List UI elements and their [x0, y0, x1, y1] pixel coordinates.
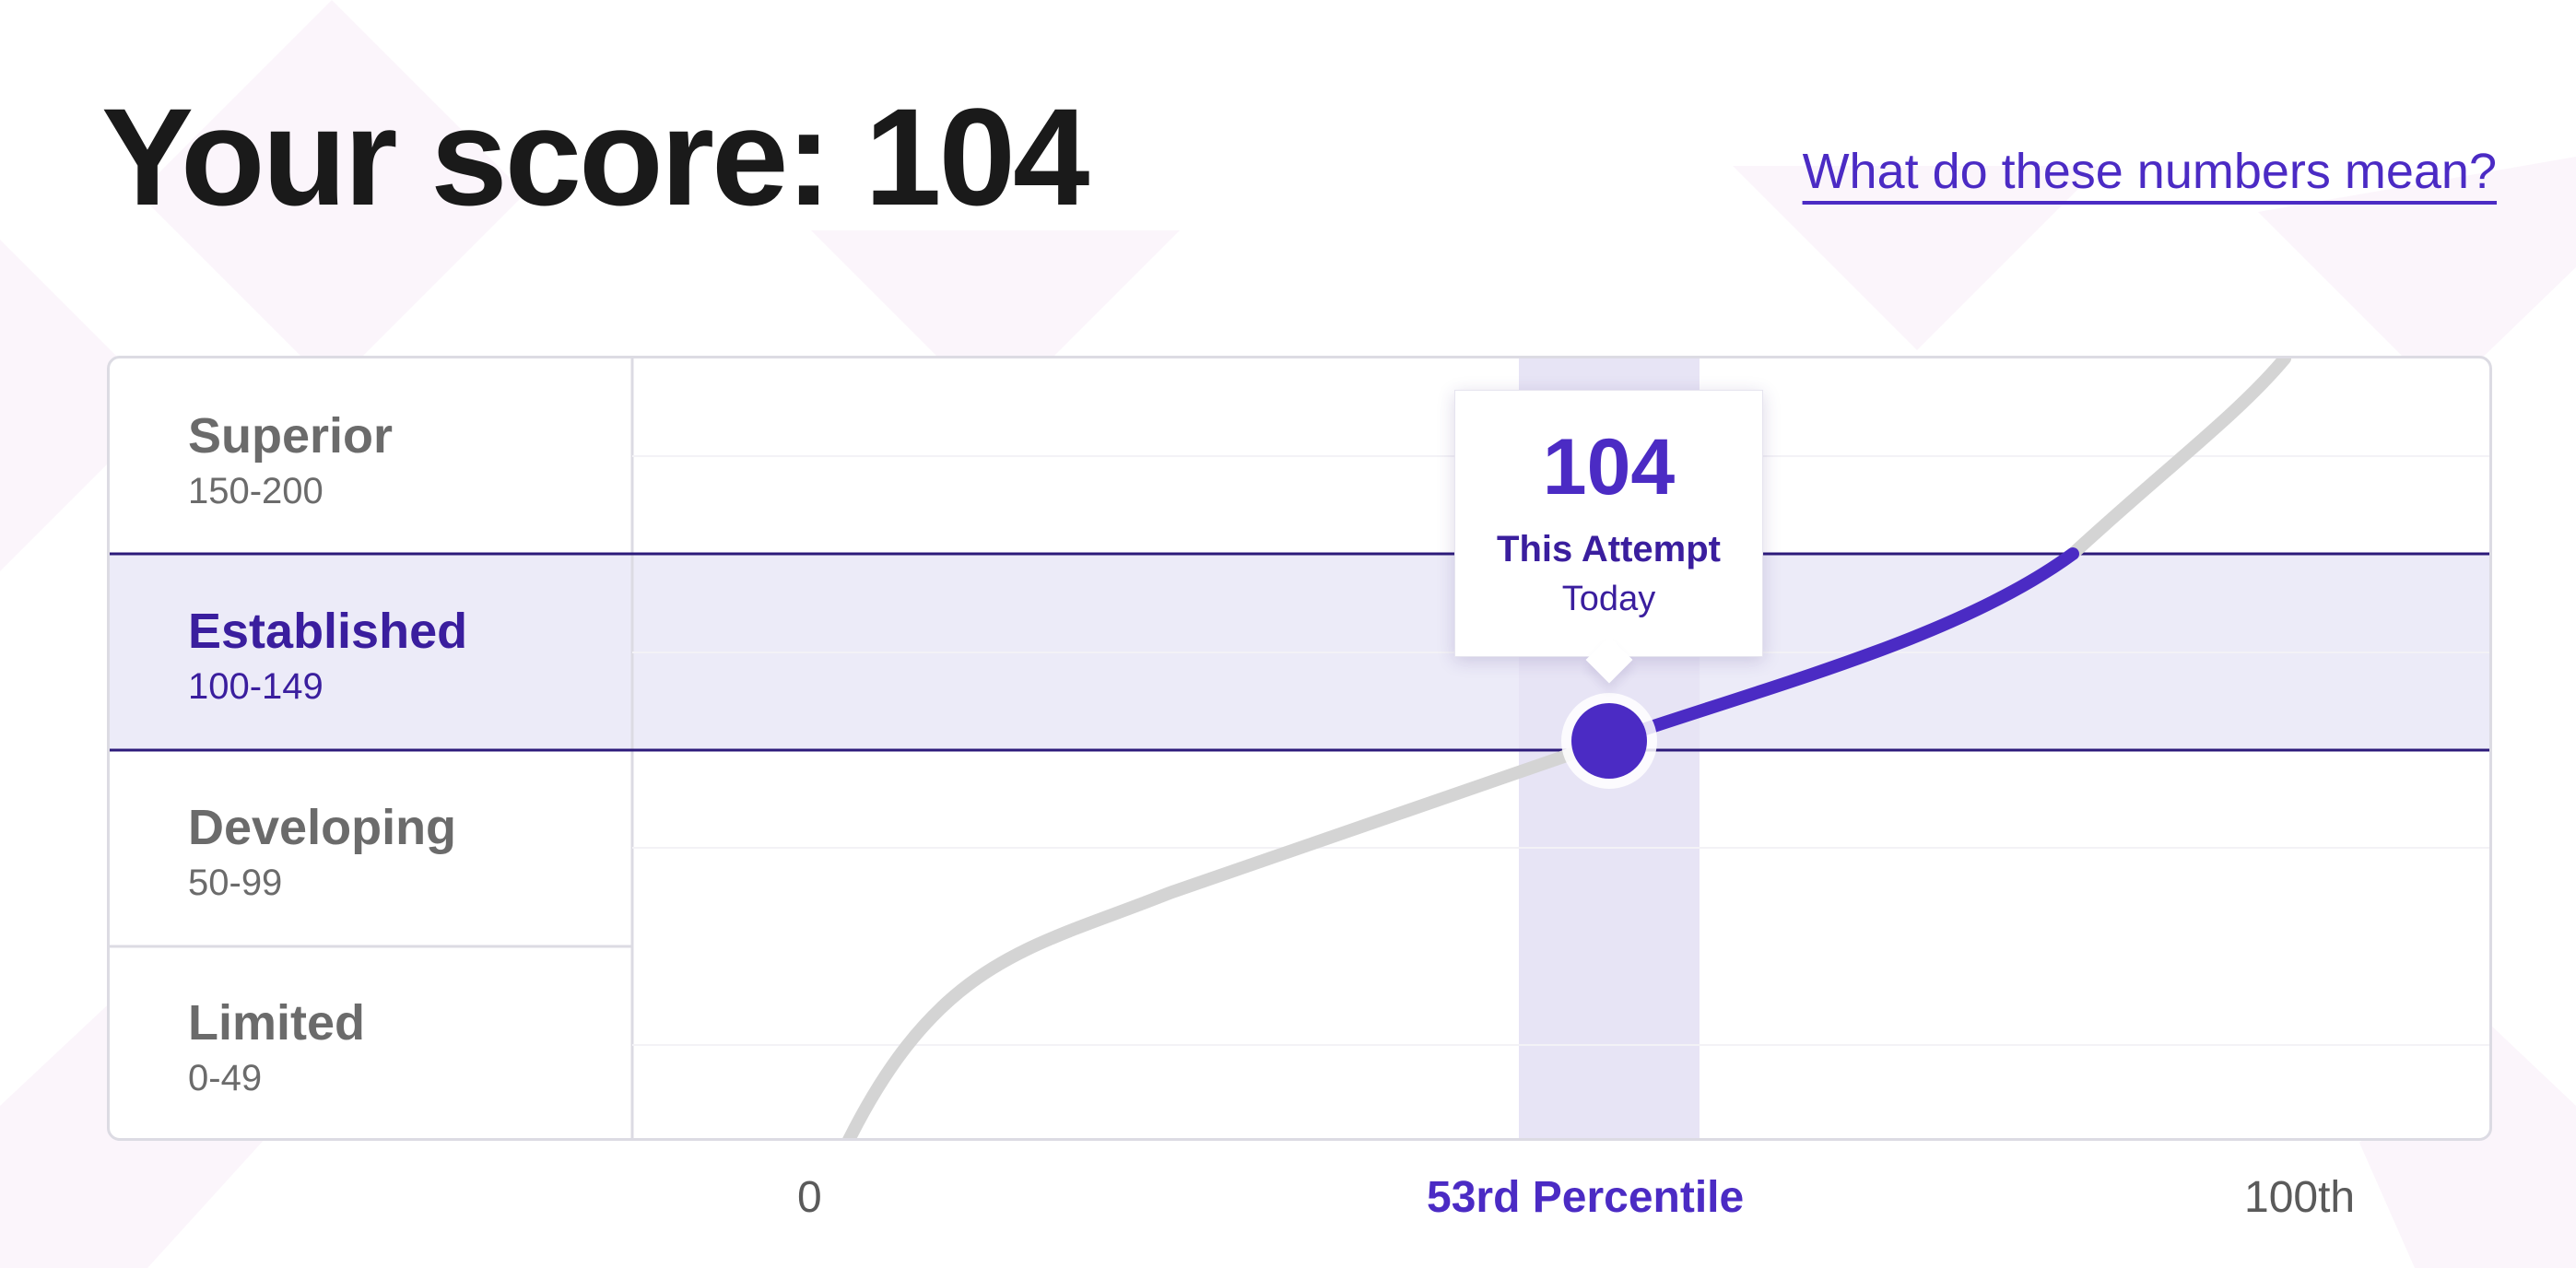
band-range: 100-149 [188, 666, 323, 708]
band-name: Developing [188, 800, 457, 855]
score-marker-dot [1571, 703, 1647, 779]
tooltip-score: 104 [1542, 423, 1676, 511]
x-axis-percentile-label: 53rd Percentile [1427, 1173, 1745, 1222]
percentile-curve-inactive [842, 734, 1616, 1138]
tooltip-date: Today [1561, 580, 1656, 618]
percentile-curve-active [1603, 547, 2079, 747]
band-name: Limited [188, 995, 366, 1051]
band-name: Superior [188, 408, 394, 464]
band-name: Established [188, 604, 468, 659]
band-developing: Developing 50-99 [188, 800, 457, 904]
score-chart: Superior 150-200 Established 100-149 Dev… [107, 356, 2492, 1141]
score-curve-chart [110, 358, 2489, 1138]
x-axis-start-label: 0 [797, 1173, 822, 1222]
score-tooltip: 104 This Attempt Today [1454, 390, 1763, 657]
numbers-meaning-link[interactable]: What do these numbers mean? [1802, 144, 2497, 199]
x-axis-end-label: 100th [2244, 1173, 2356, 1222]
band-limited: Limited 0-49 [188, 995, 366, 1099]
page-title: Your score: 104 [101, 79, 1089, 234]
band-range: 150-200 [188, 471, 323, 512]
band-superior: Superior 150-200 [188, 408, 394, 512]
band-range: 0-49 [188, 1058, 263, 1099]
tooltip-label: This Attempt [1497, 529, 1721, 569]
band-range: 50-99 [188, 863, 283, 904]
percentile-curve-upper [2066, 358, 2291, 560]
band-established: Established 100-149 [188, 604, 468, 708]
